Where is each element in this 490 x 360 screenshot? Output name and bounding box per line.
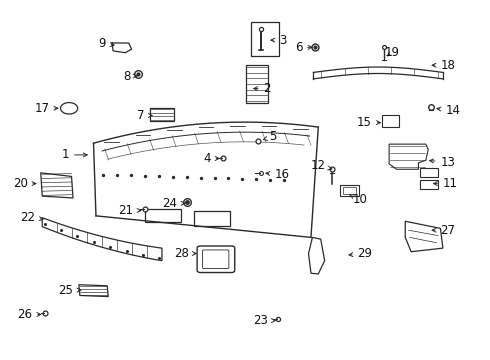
Text: 19: 19	[384, 46, 399, 59]
Text: 7: 7	[137, 109, 152, 122]
FancyBboxPatch shape	[420, 168, 439, 177]
Text: 15: 15	[357, 116, 380, 129]
Polygon shape	[42, 218, 162, 261]
Text: 5: 5	[263, 130, 277, 144]
Polygon shape	[309, 237, 325, 274]
FancyBboxPatch shape	[202, 250, 229, 269]
Text: 17: 17	[35, 102, 58, 115]
Text: 24: 24	[163, 197, 185, 210]
Polygon shape	[382, 116, 399, 127]
FancyBboxPatch shape	[420, 180, 439, 189]
Text: 21: 21	[119, 204, 141, 217]
Text: 18: 18	[432, 59, 455, 72]
Polygon shape	[246, 65, 269, 103]
Polygon shape	[389, 144, 428, 169]
Text: 28: 28	[174, 247, 196, 260]
Text: 12: 12	[311, 159, 332, 172]
FancyBboxPatch shape	[197, 246, 235, 273]
Text: 23: 23	[254, 314, 275, 327]
Polygon shape	[251, 22, 279, 56]
Polygon shape	[61, 103, 78, 114]
Text: 26: 26	[18, 308, 41, 321]
Text: 4: 4	[203, 152, 219, 165]
Text: 29: 29	[349, 247, 372, 260]
Polygon shape	[405, 221, 443, 252]
Text: 25: 25	[58, 284, 81, 297]
Polygon shape	[79, 285, 108, 297]
FancyBboxPatch shape	[343, 187, 356, 194]
Text: 8: 8	[123, 69, 137, 82]
Text: 6: 6	[294, 41, 312, 54]
Text: 22: 22	[20, 211, 43, 224]
Text: 11: 11	[434, 177, 458, 190]
Text: 27: 27	[432, 224, 455, 237]
Text: 2: 2	[254, 82, 271, 95]
Text: 1: 1	[62, 148, 87, 161]
FancyBboxPatch shape	[194, 211, 230, 226]
Text: 16: 16	[266, 168, 289, 181]
Text: 20: 20	[13, 177, 36, 190]
Text: 14: 14	[437, 104, 460, 117]
Text: 10: 10	[349, 193, 368, 206]
Text: 13: 13	[430, 156, 455, 168]
Text: 3: 3	[271, 33, 287, 47]
FancyBboxPatch shape	[145, 209, 181, 222]
FancyBboxPatch shape	[340, 185, 359, 196]
Text: 9: 9	[98, 37, 114, 50]
Polygon shape	[41, 173, 73, 198]
Polygon shape	[150, 108, 174, 121]
